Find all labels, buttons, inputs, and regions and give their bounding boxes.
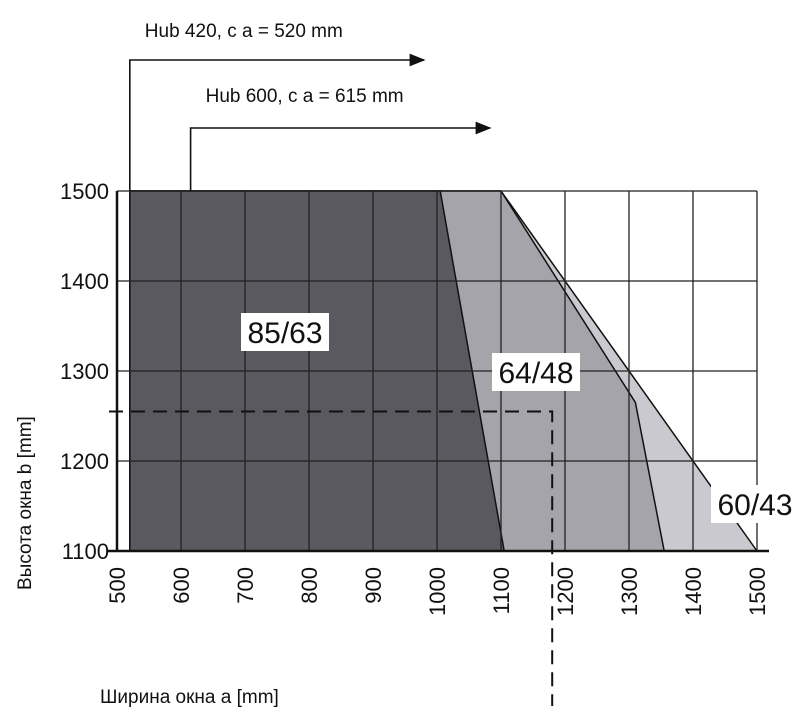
hub-markers: Hub 420, c a = 520 mm Hub 600, c a = 615 …	[129, 21, 492, 191]
x-tick-label-1200: 1200	[553, 567, 578, 616]
x-tick-label-700: 700	[233, 567, 258, 604]
x-tick-label-500: 500	[105, 567, 130, 604]
region-label-64-48: 64/48	[498, 357, 573, 390]
hub-arrow-2	[189, 121, 492, 191]
example-dashed-line	[109, 410, 554, 706]
region-label-60-43: 60/43	[717, 489, 792, 522]
region-label-box-85-63	[241, 313, 329, 351]
hub-arrow-1	[129, 53, 426, 191]
axes	[107, 191, 769, 553]
hub-label-2: Hub 600, c a = 615 mm	[206, 86, 404, 107]
tick-labels: 1100 1200 1300 1400 1500 500 600 700 800 900 1000 1…	[60, 179, 770, 616]
y-tick-label-1100: 1100	[62, 539, 109, 564]
region-labels: 60/43 64/48 85/63	[241, 313, 799, 523]
y-tick-label-1400: 1400	[60, 269, 109, 294]
x-tick-label-1400: 1400	[681, 567, 706, 616]
y-tick-label-1500: 1500	[60, 179, 109, 204]
x-axis-title: Ширина окна a [mm]	[100, 687, 279, 708]
x-tick-label-600: 600	[169, 567, 194, 604]
region-label-box-60-43	[711, 485, 799, 523]
x-tick-label-1100: 1100	[489, 567, 514, 614]
y-tick-label-1200: 1200	[60, 449, 109, 474]
grid	[116, 190, 758, 552]
x-tick-label-1500: 1500	[745, 567, 770, 616]
hub-label-1: Hub 420, c a = 520 mm	[145, 21, 343, 42]
example-lines	[109, 410, 554, 706]
x-tick-label-1300: 1300	[617, 567, 642, 616]
x-tick-label-1000: 1000	[425, 567, 450, 616]
region-label-85-63: 85/63	[247, 317, 322, 350]
y-axis-title: Высота окна b [mm]	[15, 416, 36, 590]
region-label-box-64-48	[492, 353, 580, 391]
y-tick-label-1300: 1300	[60, 359, 109, 384]
x-tick-label-900: 900	[361, 567, 386, 604]
x-tick-label-800: 800	[297, 567, 322, 604]
